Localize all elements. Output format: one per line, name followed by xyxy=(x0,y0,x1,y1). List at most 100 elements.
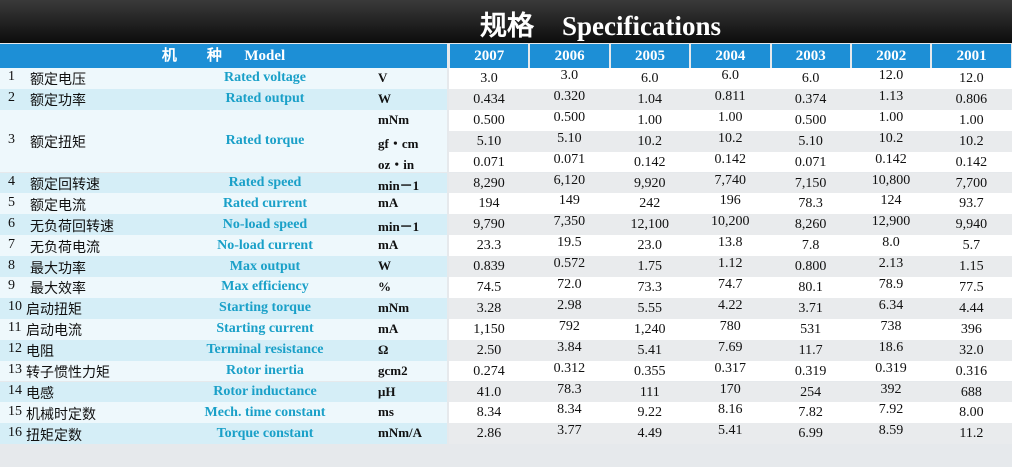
value: 2.98 xyxy=(557,297,582,313)
row-number: 4 xyxy=(8,173,15,189)
value-band xyxy=(449,172,1012,194)
value: 32.0 xyxy=(959,342,984,358)
row-band xyxy=(0,235,447,257)
value: 3.28 xyxy=(476,300,502,316)
value: 149 xyxy=(558,193,580,209)
value: 7.69 xyxy=(717,339,743,355)
unit: % xyxy=(378,279,391,294)
unit: mA xyxy=(378,195,399,211)
model-number: 2004 xyxy=(691,44,770,68)
value: 7.82 xyxy=(798,405,823,421)
row-number: 12 xyxy=(8,341,22,357)
param-cn: 电感 xyxy=(26,386,54,402)
value: 0.839 xyxy=(473,259,505,275)
row-number: 9 xyxy=(8,278,15,294)
value: 78.9 xyxy=(878,277,904,292)
value-band xyxy=(449,130,1012,152)
row-number: 8 xyxy=(8,257,15,273)
value: 738 xyxy=(880,318,902,334)
value: 0.142 xyxy=(714,151,746,167)
row-band xyxy=(0,277,447,298)
value: 1.00 xyxy=(717,109,743,125)
value: 6.99 xyxy=(798,426,823,442)
value-band xyxy=(449,381,1012,403)
value: 6.34 xyxy=(878,297,904,313)
row-number: 11 xyxy=(8,320,22,336)
value-band xyxy=(449,423,1012,445)
model-label-en: Model xyxy=(244,48,286,64)
unit: W xyxy=(378,258,391,274)
value: 12,900 xyxy=(871,214,911,230)
value: 0.317 xyxy=(714,360,746,376)
model-number: 2006 xyxy=(530,44,609,68)
value: 0.572 xyxy=(553,256,586,272)
value: 19.5 xyxy=(557,235,582,251)
value: 1.15 xyxy=(959,259,984,275)
model-number: 2005 xyxy=(610,44,690,68)
value: 12,100 xyxy=(630,217,670,233)
value: 77.5 xyxy=(959,280,984,295)
value: 7,700 xyxy=(955,175,988,191)
unit: V xyxy=(378,70,388,85)
value: 0.800 xyxy=(794,259,827,275)
row-band xyxy=(0,172,447,194)
value-band xyxy=(449,339,1012,361)
value-band xyxy=(449,214,1012,236)
row-band xyxy=(0,318,447,340)
value: 73.3 xyxy=(637,280,663,295)
value: 18.6 xyxy=(878,339,904,355)
value-band xyxy=(449,297,1012,319)
param-cn: 启动扭矩 xyxy=(26,303,82,319)
value: 8,290 xyxy=(473,175,505,191)
value: 4.22 xyxy=(717,297,743,313)
param-cn: 额定回转速 xyxy=(30,177,100,193)
value: 254 xyxy=(800,384,822,400)
value: 1.00 xyxy=(878,109,904,125)
param-cn: 额定电流 xyxy=(30,198,86,214)
value: 0.274 xyxy=(473,363,505,379)
param-cn: 最大效率 xyxy=(30,282,86,298)
param-en: Rotor inertia xyxy=(226,363,304,379)
value: 2.86 xyxy=(476,426,502,442)
value: 124 xyxy=(880,193,902,209)
value: 9,790 xyxy=(473,217,505,233)
value: 78.3 xyxy=(557,381,582,397)
value: 74.7 xyxy=(717,277,743,292)
value: 196 xyxy=(719,193,741,209)
param-en: Terminal resistance xyxy=(206,342,324,358)
value: 0.500 xyxy=(473,112,505,128)
value: 1.12 xyxy=(717,256,743,272)
value: 8.0 xyxy=(882,235,900,251)
value: 8.59 xyxy=(878,423,904,439)
value: 0.312 xyxy=(553,360,586,376)
value: 5.10 xyxy=(476,133,502,149)
param-cn: 无负荷电流 xyxy=(30,240,100,256)
value: 5.55 xyxy=(637,300,663,316)
unit: W xyxy=(378,90,391,106)
row-number: 2 xyxy=(8,90,15,106)
param-cn: 电阻 xyxy=(26,345,54,361)
param-en: Mech. time constant xyxy=(204,404,326,420)
value: 0.319 xyxy=(794,363,827,379)
param-cn: 额定功率 xyxy=(30,94,86,110)
value: 111 xyxy=(639,384,660,400)
value: 2.13 xyxy=(878,256,904,272)
value-band xyxy=(449,318,1012,340)
value: 5.41 xyxy=(637,342,663,358)
value: 10.2 xyxy=(959,133,984,149)
value: 396 xyxy=(960,321,982,337)
value: 10.2 xyxy=(637,133,663,149)
value: 8.34 xyxy=(557,402,582,418)
value: 2.50 xyxy=(476,342,502,358)
value: 3.0 xyxy=(480,71,498,86)
value-band xyxy=(449,256,1012,277)
param-cn: 转子惯性力矩 xyxy=(26,366,110,382)
param-cn: 启动电流 xyxy=(26,324,82,340)
unit: mNm xyxy=(378,299,410,315)
value: 1,240 xyxy=(634,321,666,337)
row-band xyxy=(0,68,447,89)
value: 4.49 xyxy=(637,426,663,442)
model-header: 机 种 Model xyxy=(0,44,447,68)
value: 0.142 xyxy=(955,154,988,170)
